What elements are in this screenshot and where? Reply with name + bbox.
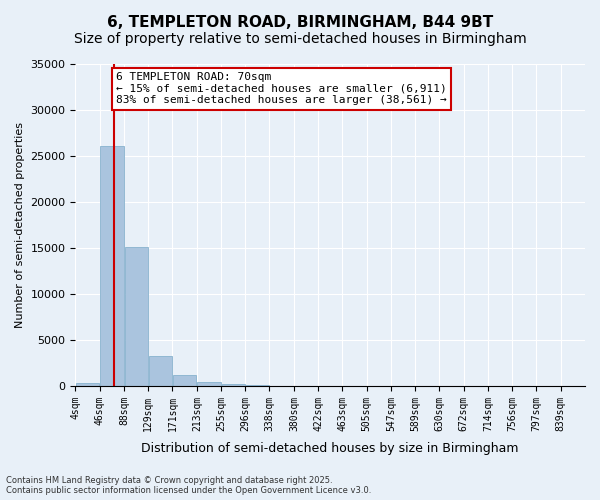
Text: 6 TEMPLETON ROAD: 70sqm
← 15% of semi-detached houses are smaller (6,911)
83% of: 6 TEMPLETON ROAD: 70sqm ← 15% of semi-de…: [116, 72, 447, 105]
Bar: [222, 384, 245, 386]
Bar: [245, 385, 269, 386]
Bar: [149, 356, 172, 386]
X-axis label: Distribution of semi-detached houses by size in Birmingham: Distribution of semi-detached houses by …: [142, 442, 519, 455]
Bar: [125, 247, 148, 386]
Text: 6, TEMPLETON ROAD, BIRMINGHAM, B44 9BT: 6, TEMPLETON ROAD, BIRMINGHAM, B44 9BT: [107, 15, 493, 30]
Text: Contains HM Land Registry data © Crown copyright and database right 2025.
Contai: Contains HM Land Registry data © Crown c…: [6, 476, 371, 495]
Text: Size of property relative to semi-detached houses in Birmingham: Size of property relative to semi-detach…: [74, 32, 526, 46]
Bar: [100, 146, 124, 386]
Bar: [197, 382, 221, 386]
Bar: [76, 382, 99, 386]
Bar: [173, 376, 196, 386]
Y-axis label: Number of semi-detached properties: Number of semi-detached properties: [15, 122, 25, 328]
